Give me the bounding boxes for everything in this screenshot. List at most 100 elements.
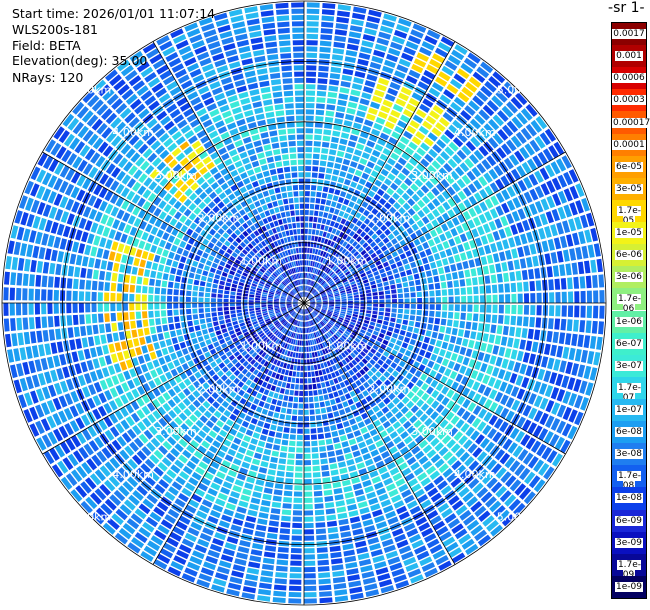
ppi-gate-cell <box>264 545 277 552</box>
ppi-gate-cell <box>364 166 372 175</box>
ppi-gate-cell <box>142 42 157 54</box>
ppi-gate-cell <box>304 479 312 485</box>
ppi-gate-cell <box>416 244 424 252</box>
ppi-gate-cell <box>289 324 293 330</box>
ppi-gate-cell <box>351 522 362 530</box>
ppi-gate-cell <box>282 310 288 314</box>
ppi-gate-cell <box>236 118 246 127</box>
ppi-gate-cell <box>189 414 198 423</box>
ppi-gate-cell <box>294 197 299 203</box>
ppi-gate-cell <box>82 90 95 104</box>
ppi-gate-cell <box>553 141 565 156</box>
ppi-gate-cell <box>76 432 87 445</box>
ppi-gate-cell <box>366 161 375 169</box>
ppi-gate-cell <box>296 327 299 333</box>
ppi-gate-cell <box>178 412 188 421</box>
ppi-gate-cell <box>306 340 309 346</box>
ppi-gate-cell <box>325 381 330 387</box>
ppi-gate-cell <box>285 287 290 291</box>
ppi-gate-cell <box>509 271 516 282</box>
ppi-gate-cell <box>292 223 297 229</box>
ppi-gate-cell <box>369 429 378 437</box>
ppi-gate-cell <box>251 160 260 168</box>
ppi-gate-cell <box>208 272 215 278</box>
ppi-gate-cell <box>294 333 298 339</box>
ppi-gate-cell <box>304 397 309 403</box>
ppi-gate-cell <box>488 168 499 180</box>
ppi-gate-cell <box>255 305 261 308</box>
ppi-gate-cell <box>148 181 158 191</box>
ppi-gate-cell <box>316 103 325 109</box>
ppi-gate-cell <box>254 384 261 391</box>
ppi-gate-cell <box>511 293 517 303</box>
ppi-gate-cell <box>281 349 286 355</box>
ppi-gate-cell <box>207 210 215 218</box>
ppi-gate-cell <box>213 455 223 464</box>
ppi-gate-cell <box>41 289 47 301</box>
ppi-gate-cell <box>304 416 310 422</box>
ppi-gate-cell <box>548 145 559 159</box>
ppi-gate-cell <box>386 53 399 63</box>
ppi-gate-cell <box>127 428 137 440</box>
ppi-gate-cell <box>296 294 300 299</box>
ppi-gate-cell <box>366 296 372 300</box>
ppi-gate-cell <box>332 274 338 280</box>
ppi-gate-cell <box>499 86 513 99</box>
ppi-gate-cell <box>221 460 231 468</box>
ppi-gate-cell <box>355 253 362 260</box>
ppi-gate-cell <box>322 258 327 264</box>
ppi-gate-cell <box>472 277 478 286</box>
ppi-gate-cell <box>416 550 430 561</box>
ppi-gate-cell <box>227 178 235 187</box>
ppi-gate-cell <box>200 477 211 486</box>
ppi-gate-cell <box>381 19 395 28</box>
ppi-gate-cell <box>238 45 251 54</box>
ppi-gate-cell <box>276 400 283 407</box>
ppi-gate-cell <box>113 79 126 91</box>
ppi-gate-cell <box>153 196 162 206</box>
ppi-gate-cell <box>90 246 98 257</box>
ppi-gate-cell <box>283 265 287 271</box>
ppi-gate-cell <box>423 291 429 297</box>
ppi-gate-cell <box>473 149 484 161</box>
ppi-gate-cell <box>438 117 450 127</box>
ppi-gate-cell <box>144 269 151 277</box>
ppi-gate-cell <box>325 167 333 174</box>
ppi-gate-cell <box>374 274 381 280</box>
ppi-gate-cell <box>212 223 220 231</box>
ppi-gate-cell <box>102 344 109 355</box>
ppi-gate-cell <box>238 233 246 241</box>
ppi-gate-cell <box>340 81 351 88</box>
ppi-gate-cell <box>257 595 271 602</box>
ppi-gate-cell <box>275 406 281 413</box>
ppi-gate-cell <box>326 232 331 239</box>
ppi-gate-cell <box>305 285 307 291</box>
ppi-gate-cell <box>278 34 291 40</box>
ppi-gate-cell <box>96 248 104 258</box>
ppi-gate-cell <box>174 498 186 508</box>
ppi-gate-cell <box>338 210 345 217</box>
ppi-gate-cell <box>451 552 466 564</box>
ppi-gate-cell <box>175 520 188 531</box>
ppi-gate-cell <box>132 425 142 436</box>
ppi-gate-cell <box>260 233 267 240</box>
ppi-gate-cell <box>245 429 254 437</box>
ppi-gate-cell <box>470 136 481 148</box>
ppi-gate-cell <box>281 307 286 311</box>
ppi-gate-cell <box>447 54 461 66</box>
ppi-gate-cell <box>294 84 304 90</box>
ppi-gate-cell <box>194 488 206 497</box>
ppi-gate-cell <box>261 225 267 232</box>
ppi-gate-cell <box>120 394 129 405</box>
ppi-gate-cell <box>46 400 56 413</box>
ppi-gate-cell <box>14 210 23 224</box>
ppi-gate-cell <box>358 385 366 392</box>
ppi-gate-cell <box>296 307 300 312</box>
ppi-gate-cell <box>262 190 269 197</box>
ppi-gate-cell <box>434 282 441 290</box>
ppi-gate-cell <box>197 262 205 269</box>
ppi-gate-cell <box>195 466 205 476</box>
ppi-gate-cell <box>179 341 187 349</box>
ppi-gate-cell <box>356 198 364 205</box>
ppi-gate-cell <box>233 27 247 35</box>
